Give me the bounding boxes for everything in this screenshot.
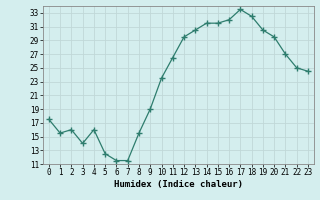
X-axis label: Humidex (Indice chaleur): Humidex (Indice chaleur)	[114, 180, 243, 189]
